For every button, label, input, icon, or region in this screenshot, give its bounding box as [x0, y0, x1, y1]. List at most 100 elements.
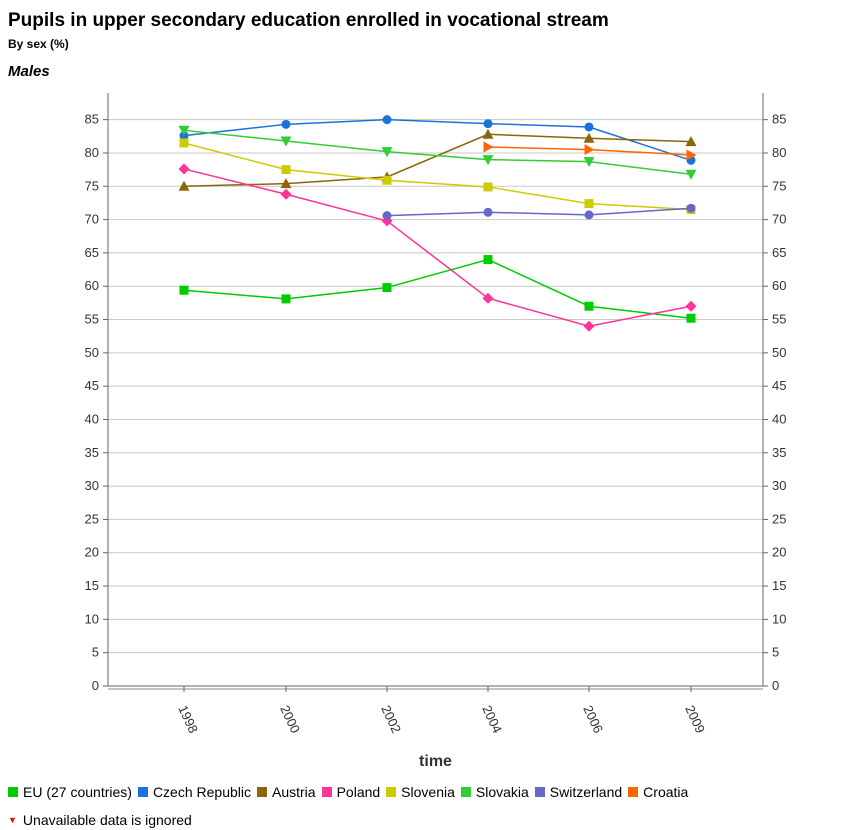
data-point — [483, 182, 493, 192]
y-tick-label-right: 80 — [772, 145, 786, 160]
data-point — [179, 285, 189, 295]
y-tick-label: 35 — [85, 445, 99, 460]
legend-swatch — [628, 787, 639, 797]
legend-item: EU (27 countries) — [8, 784, 132, 800]
legend-item: Slovakia — [460, 784, 529, 800]
legend-item: Croatia — [628, 784, 688, 800]
data-point — [583, 320, 595, 332]
legend-label: Slovakia — [475, 784, 529, 800]
data-point — [584, 301, 594, 311]
y-tick-label-right: 30 — [772, 478, 786, 493]
series-line — [183, 129, 692, 176]
data-point — [483, 119, 493, 129]
y-tick-label: 40 — [85, 411, 99, 426]
data-point — [382, 115, 392, 125]
x-tick-label: 2002 — [378, 703, 404, 736]
y-tick-label-right: 20 — [772, 545, 786, 560]
legend-swatch — [8, 787, 18, 797]
data-point — [382, 283, 392, 293]
y-tick-label-right: 55 — [772, 312, 786, 327]
y-tick-label-right: 35 — [772, 445, 786, 460]
data-point — [685, 300, 697, 312]
y-tick-label-right: 70 — [772, 212, 786, 227]
y-tick-label: 25 — [85, 511, 99, 526]
y-tick-label: 70 — [85, 212, 99, 227]
y-tick-label-right: 15 — [772, 578, 786, 593]
legend-item: Slovenia — [386, 784, 455, 800]
data-point — [281, 165, 291, 175]
data-point — [482, 155, 494, 166]
data-point — [281, 294, 291, 304]
legend-item: Switzerland — [534, 784, 623, 800]
y-tick-label: 80 — [85, 145, 99, 160]
data-point — [685, 169, 697, 180]
y-tick-label-right: 0 — [772, 678, 779, 693]
legend-label: EU (27 countries) — [23, 784, 132, 800]
y-tick-label: 45 — [85, 378, 99, 393]
data-point — [584, 144, 595, 156]
data-point — [482, 128, 494, 139]
note-marker-icon: ▼ — [8, 814, 17, 825]
legend-label: Switzerland — [549, 784, 623, 800]
data-point — [178, 163, 190, 175]
series-line — [183, 258, 692, 319]
legend-swatch — [534, 787, 545, 797]
y-tick-label-right: 65 — [772, 245, 786, 260]
x-tick-label: 2004 — [479, 703, 505, 736]
y-tick-label: 10 — [85, 611, 99, 626]
data-point — [178, 180, 190, 191]
y-tick-label: 5 — [92, 645, 99, 660]
unavailable-data-note: ▼ Unavailable data is ignored — [8, 812, 192, 828]
y-tick-label-right: 25 — [772, 511, 786, 526]
x-tick-label: 1998 — [175, 703, 201, 736]
y-tick-label: 85 — [85, 112, 99, 127]
x-axis-title: time — [419, 753, 452, 770]
data-point — [280, 188, 292, 200]
y-tick-label: 50 — [85, 345, 99, 360]
y-tick-label-right: 5 — [772, 645, 779, 660]
legend-item: Czech Republic — [137, 784, 251, 800]
data-point — [280, 178, 292, 189]
data-point — [178, 125, 190, 136]
legend-item: Poland — [321, 784, 381, 800]
data-point — [281, 119, 291, 129]
data-point — [686, 313, 696, 323]
data-point — [583, 157, 595, 168]
y-tick-label: 30 — [85, 478, 99, 493]
data-point — [382, 175, 392, 185]
y-tick-label: 20 — [85, 545, 99, 560]
data-point — [686, 149, 697, 161]
series-line — [183, 142, 692, 211]
data-point — [483, 207, 493, 217]
data-point — [381, 147, 393, 158]
legend-label: Poland — [336, 784, 381, 800]
y-tick-label: 15 — [85, 578, 99, 593]
y-tick-label: 65 — [85, 245, 99, 260]
note-text: Unavailable data is ignored — [22, 812, 192, 828]
data-point — [584, 122, 594, 132]
x-tick-label: 2009 — [682, 703, 708, 736]
data-point — [482, 292, 494, 304]
legend-label: Austria — [272, 784, 316, 800]
legend-swatch — [257, 787, 267, 797]
y-tick-label: 60 — [85, 278, 99, 293]
y-tick-label: 0 — [92, 678, 99, 693]
legend-swatch — [386, 787, 397, 797]
series-line — [183, 118, 692, 162]
data-point — [584, 210, 594, 220]
chart-subtitle: By sex (%) — [8, 37, 69, 51]
data-point — [685, 136, 697, 147]
legend-label: Slovenia — [401, 784, 455, 800]
chart-legend: EU (27 countries) Czech Republic Austria Po… — [8, 784, 694, 800]
y-tick-label-right: 60 — [772, 278, 786, 293]
series-line — [183, 133, 692, 188]
legend-swatch — [460, 787, 471, 797]
legend-label: Croatia — [643, 784, 689, 800]
y-tick-label-right: 45 — [772, 378, 786, 393]
data-point — [179, 138, 189, 148]
data-point — [483, 255, 493, 265]
x-tick-label: 2000 — [277, 703, 303, 736]
chart-title: Pupils in upper secondary education enro… — [8, 10, 609, 31]
legend-label: Czech Republic — [152, 784, 251, 800]
